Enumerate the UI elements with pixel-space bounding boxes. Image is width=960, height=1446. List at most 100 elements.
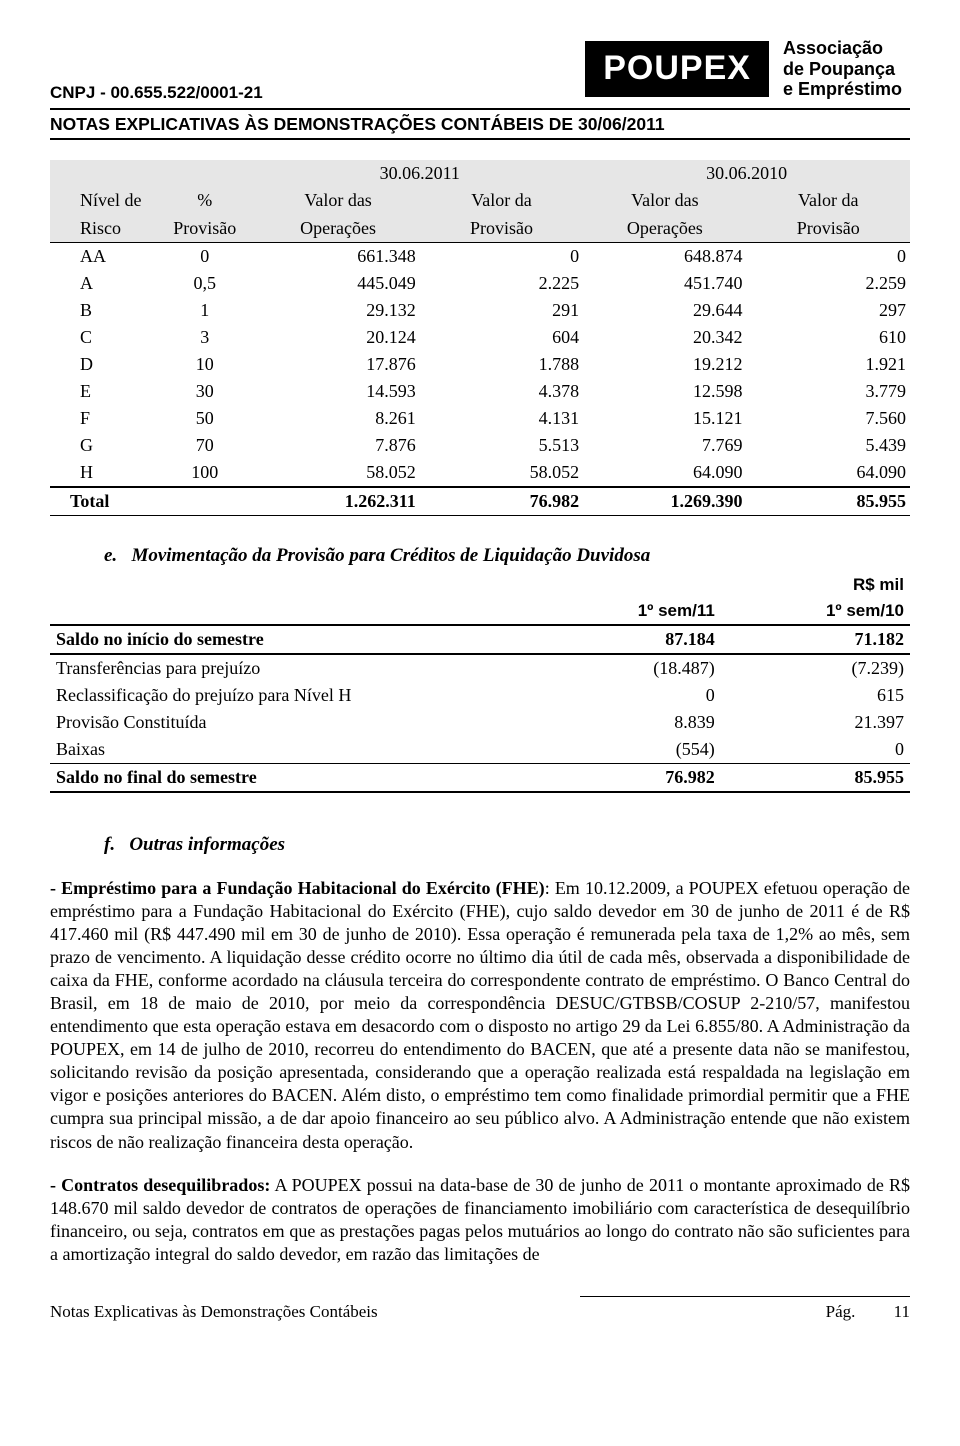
hdr-cell: Valor da [420,187,583,214]
row-value: 20.342 [583,324,746,351]
row-label: Reclassificação do prejuízo para Nível H [50,682,532,709]
row-label: G [50,432,153,459]
row-value: 64.090 [583,459,746,487]
row-label: C [50,324,153,351]
row-value: 8.261 [256,405,419,432]
table-row: A0,5445.0492.225451.7402.259 [50,270,910,297]
table-row: C320.12460420.342610 [50,324,910,351]
table-row: Saldo no início do semestre 87.184 71.18… [50,625,910,654]
table-row: AA0661.3480648.8740 [50,242,910,270]
table-row: B129.13229129.644297 [50,297,910,324]
hdr-cell: Nível de [50,187,153,214]
table-b-header-row: 1º sem/11 1º sem/10 [50,598,910,625]
row-value: 0,5 [153,270,256,297]
provision-movement-table: R$ mil 1º sem/11 1º sem/10 Saldo no iníc… [50,572,910,793]
row-value: 70 [153,432,256,459]
page-footer: Notas Explicativas às Demonstrações Cont… [50,1296,910,1323]
total-label: Total [50,487,153,515]
logo-subtitle: Associação de Poupança e Empréstimo [783,38,902,100]
table-row: Baixas (554) 0 [50,736,910,764]
table-row: Saldo no final do semestre 76.982 85.955 [50,763,910,792]
logo-area: POUPEX Associação de Poupança e Emprésti… [585,38,902,100]
row-value: 21.397 [721,709,910,736]
row-value: 0 [532,682,721,709]
row-value: 29.132 [256,297,419,324]
section-e-letter: e. [104,545,117,566]
row-value: 8.839 [532,709,721,736]
row-label: B [50,297,153,324]
row-value: (554) [532,736,721,764]
hdr-cell: Operações [256,215,419,243]
row-value: 1.788 [420,351,583,378]
row-label: E [50,378,153,405]
footer-rule [580,1296,910,1297]
row-value: 1.921 [747,351,910,378]
row-value: 3.779 [747,378,910,405]
row-value: 10 [153,351,256,378]
col-header: 1º sem/11 [532,598,721,625]
row-value: 29.644 [583,297,746,324]
row-value: 0 [420,242,583,270]
footer-page-label: Pág. [826,1302,856,1321]
row-value: 291 [420,297,583,324]
row-value: 19.212 [583,351,746,378]
table-a-total-row: Total 1.262.311 76.982 1.269.390 85.955 [50,487,910,515]
row-label: Transferências para prejuízo [50,654,532,682]
unit-label: R$ mil [721,572,910,598]
paragraph-1-lead: - Empréstimo para a Fundação Habitaciona… [50,878,545,898]
hdr-cell: Provisão [153,215,256,243]
hdr-cell: Provisão [420,215,583,243]
row-label: AA [50,242,153,270]
row-value: 76.982 [532,763,721,792]
hdr-cell: Risco [50,215,153,243]
logo-side-line3: e Empréstimo [783,79,902,100]
row-value: 58.052 [256,459,419,487]
row-value: 1 [153,297,256,324]
hdr-cell: Valor da [747,187,910,214]
total-cell: 1.262.311 [256,487,419,515]
hdr-cell: Operações [583,215,746,243]
row-label: Provisão Constituída [50,709,532,736]
row-value: 71.182 [721,625,910,654]
table-row: G707.8765.5137.7695.439 [50,432,910,459]
table-row: D1017.8761.78819.2121.921 [50,351,910,378]
footer-left: Notas Explicativas às Demonstrações Cont… [50,1301,378,1323]
section-f-title: Outras informações [129,834,285,855]
row-value: 64.090 [747,459,910,487]
document-title: NOTAS EXPLICATIVAS ÀS DEMONSTRAÇÕES CONT… [50,108,910,140]
table-a-date1: 30.06.2011 [256,160,583,187]
row-value: 30 [153,378,256,405]
row-value: 3 [153,324,256,351]
footer-page-number: 11 [894,1302,910,1321]
row-value: 12.598 [583,378,746,405]
table-row: Transferências para prejuízo (18.487) (7… [50,654,910,682]
hdr-cell: % [153,187,256,214]
logo-side-line2: de Poupança [783,59,902,80]
total-cell: 85.955 [747,487,910,515]
logo-side-line1: Associação [783,38,902,59]
col-header: 1º sem/10 [721,598,910,625]
row-value: 20.124 [256,324,419,351]
row-label: Baixas [50,736,532,764]
paragraph-1-rest: : Em 10.12.2009, a POUPEX efetuou operaç… [50,878,910,1151]
section-f-letter: f. [104,834,115,855]
hdr-cell: Provisão [747,215,910,243]
row-value: 7.769 [583,432,746,459]
row-value: 7.876 [256,432,419,459]
table-row: Reclassificação do prejuízo para Nível H… [50,682,910,709]
row-value: 604 [420,324,583,351]
row-value: 87.184 [532,625,721,654]
row-label: F [50,405,153,432]
table-a-header-row1: Nível de % Valor das Valor da Valor das … [50,187,910,214]
table-row: E3014.5934.37812.5983.779 [50,378,910,405]
table-a-header-row2: Risco Provisão Operações Provisão Operaç… [50,215,910,243]
total-cell: 76.982 [420,487,583,515]
row-value: 85.955 [721,763,910,792]
row-label: H [50,459,153,487]
hdr-cell: Valor das [583,187,746,214]
row-value: 2.259 [747,270,910,297]
row-value: 445.049 [256,270,419,297]
row-value: 14.593 [256,378,419,405]
row-label: Saldo no início do semestre [50,625,532,654]
table-a-date2: 30.06.2010 [583,160,910,187]
